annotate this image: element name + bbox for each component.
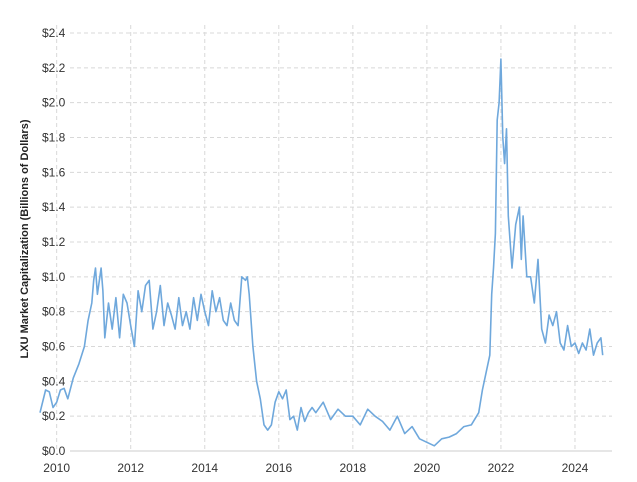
x-tick-label: 2010 bbox=[43, 461, 70, 475]
x-tick-label: 2014 bbox=[191, 461, 218, 475]
series-line-0 bbox=[39, 58, 604, 447]
y-tick-label: $0.6 bbox=[42, 340, 66, 354]
y-tick-label: $2.4 bbox=[42, 26, 66, 40]
y-tick-label: $1.8 bbox=[42, 131, 66, 145]
y-tick-label: $1.4 bbox=[42, 200, 66, 214]
x-tick-label: 2022 bbox=[488, 461, 515, 475]
y-tick-label: $0.2 bbox=[42, 409, 66, 423]
series-lines bbox=[39, 58, 604, 447]
y-tick-label: $2.2 bbox=[42, 61, 66, 75]
x-tick-label: 2018 bbox=[339, 461, 366, 475]
y-tick-label: $0.8 bbox=[42, 305, 66, 319]
y-axis-ticks: $0.0 $0.2 $0.4 $0.6 $0.8 $1.0 $1.2 $1.4 $1.6 $1.8… bbox=[42, 26, 66, 458]
x-tick-label: 2012 bbox=[117, 461, 144, 475]
x-tick-label: 2024 bbox=[562, 461, 589, 475]
x-axis-ticks: 2010 2012 2014 2016 2018 2020 2022 2024 bbox=[43, 461, 588, 475]
y-tick-label: $1.0 bbox=[42, 270, 66, 284]
x-tick-label: 2016 bbox=[265, 461, 292, 475]
y-axis-label: LXU Market Capitalization (Billions of D… bbox=[19, 119, 31, 358]
gridlines bbox=[56, 25, 612, 452]
y-tick-label: $1.6 bbox=[42, 165, 66, 179]
y-tick-label: $1.2 bbox=[42, 235, 66, 249]
y-tick-label: $2.0 bbox=[42, 96, 66, 110]
x-tick-label: 2020 bbox=[414, 461, 441, 475]
y-tick-label: $0.4 bbox=[42, 374, 66, 388]
y-tick-label: $0.0 bbox=[42, 444, 66, 458]
